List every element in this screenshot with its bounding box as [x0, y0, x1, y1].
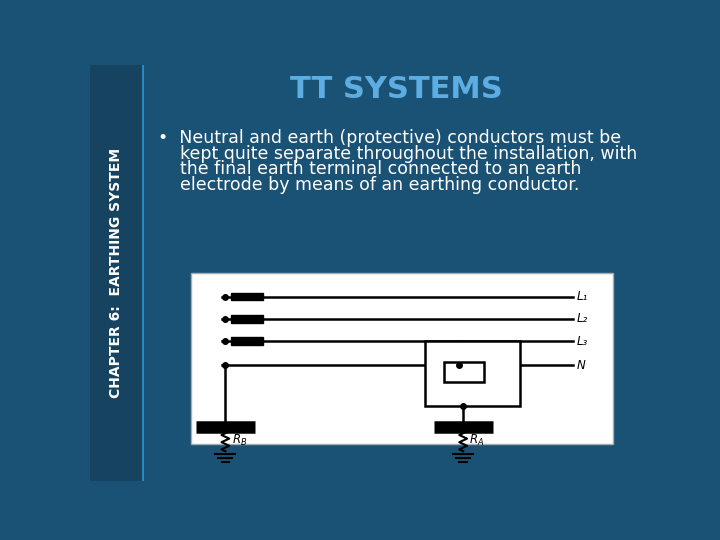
Text: CHAPTER 6:  EARTHING SYSTEM: CHAPTER 6: EARTHING SYSTEM — [109, 147, 123, 398]
Text: •  Neutral and earth (protective) conductors must be: • Neutral and earth (protective) conduct… — [158, 130, 621, 147]
Text: L₂: L₂ — [577, 312, 588, 326]
Text: L₁: L₁ — [577, 290, 588, 303]
Bar — [231, 315, 263, 323]
Text: $R_B$: $R_B$ — [232, 433, 247, 448]
Bar — [231, 337, 263, 345]
Bar — [444, 362, 485, 382]
Text: the final earth terminal connected to an earth: the final earth terminal connected to an… — [158, 160, 582, 178]
Text: kept quite separate throughout the installation, with: kept quite separate throughout the insta… — [158, 145, 637, 163]
Text: L₃: L₃ — [577, 335, 588, 348]
Bar — [191, 273, 613, 444]
Text: $R_A$: $R_A$ — [469, 433, 485, 448]
Text: N: N — [577, 359, 585, 372]
Bar — [231, 293, 263, 300]
Bar — [426, 341, 521, 406]
Text: TT SYSTEMS: TT SYSTEMS — [289, 75, 503, 104]
Text: electrode by means of an earthing conductor.: electrode by means of an earthing conduc… — [158, 176, 580, 194]
Bar — [90, 65, 143, 481]
